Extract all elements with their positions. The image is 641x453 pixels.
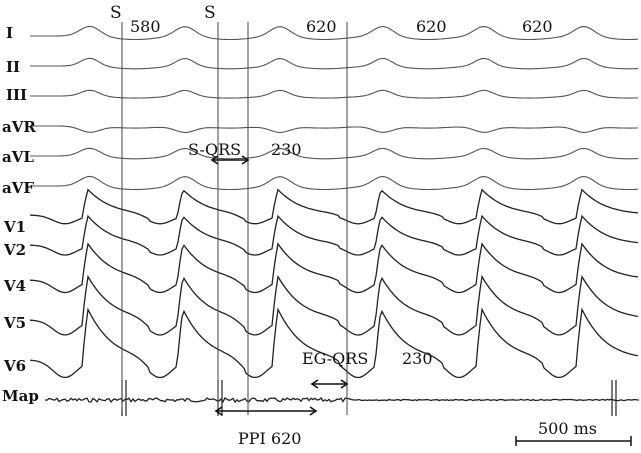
cycle-length-3: 620: [416, 17, 447, 36]
lead-label-V5: V5: [3, 314, 26, 332]
s-qrs-arrow: [210, 155, 250, 165]
ecg-trace-aVF: [30, 175, 639, 191]
ecg-trace-V6: [29, 307, 639, 379]
stim-label-2: S: [204, 3, 216, 23]
cycle-length-1: 580: [130, 17, 161, 36]
scale-bar: [515, 436, 632, 446]
lead-label-V6: V6: [3, 357, 26, 375]
ppi-label: PPI 620: [238, 429, 301, 448]
lead-label-V4: V4: [3, 277, 26, 295]
s-qrs-label: S-QRS: [188, 140, 241, 159]
lead-label-II: II: [6, 58, 20, 76]
ecg-trace-V4: [29, 242, 639, 294]
lead-label-aVR: aVR: [2, 118, 36, 136]
lead-label-aVF: aVF: [2, 179, 34, 197]
s-qrs-value: 230: [271, 140, 302, 159]
ecg-trace-III: [30, 89, 639, 99]
lead-label-V1: V1: [3, 218, 26, 236]
ppi-arrow: [214, 406, 318, 416]
ecg-trace-aVR: [30, 125, 639, 133]
ecg-trace-V2: [29, 214, 639, 256]
lead-label-III: III: [6, 86, 27, 104]
ecg-trace-Map: [44, 397, 640, 404]
ecg-trace-I: [30, 25, 639, 41]
lead-label-I: I: [6, 24, 13, 42]
eg-qrs-value: 230: [402, 349, 433, 368]
ecg-trace-V1: [29, 188, 639, 225]
ecg-trace-II: [30, 57, 639, 70]
lead-label-Map: Map: [2, 387, 39, 405]
ecg-trace-V5: [29, 274, 639, 336]
scale-bar-label: 500 ms: [538, 419, 597, 438]
ecg-trace-aVL: [30, 147, 639, 160]
cycle-length-4: 620: [522, 17, 553, 36]
eg-qrs-arrow: [310, 379, 349, 389]
lead-label-aVL: aVL: [2, 148, 34, 166]
cycle-length-2: 620: [306, 17, 337, 36]
eg-qrs-label: EG-QRS: [302, 349, 368, 368]
lead-label-V2: V2: [3, 241, 26, 259]
stim-label-1: S: [110, 3, 122, 23]
